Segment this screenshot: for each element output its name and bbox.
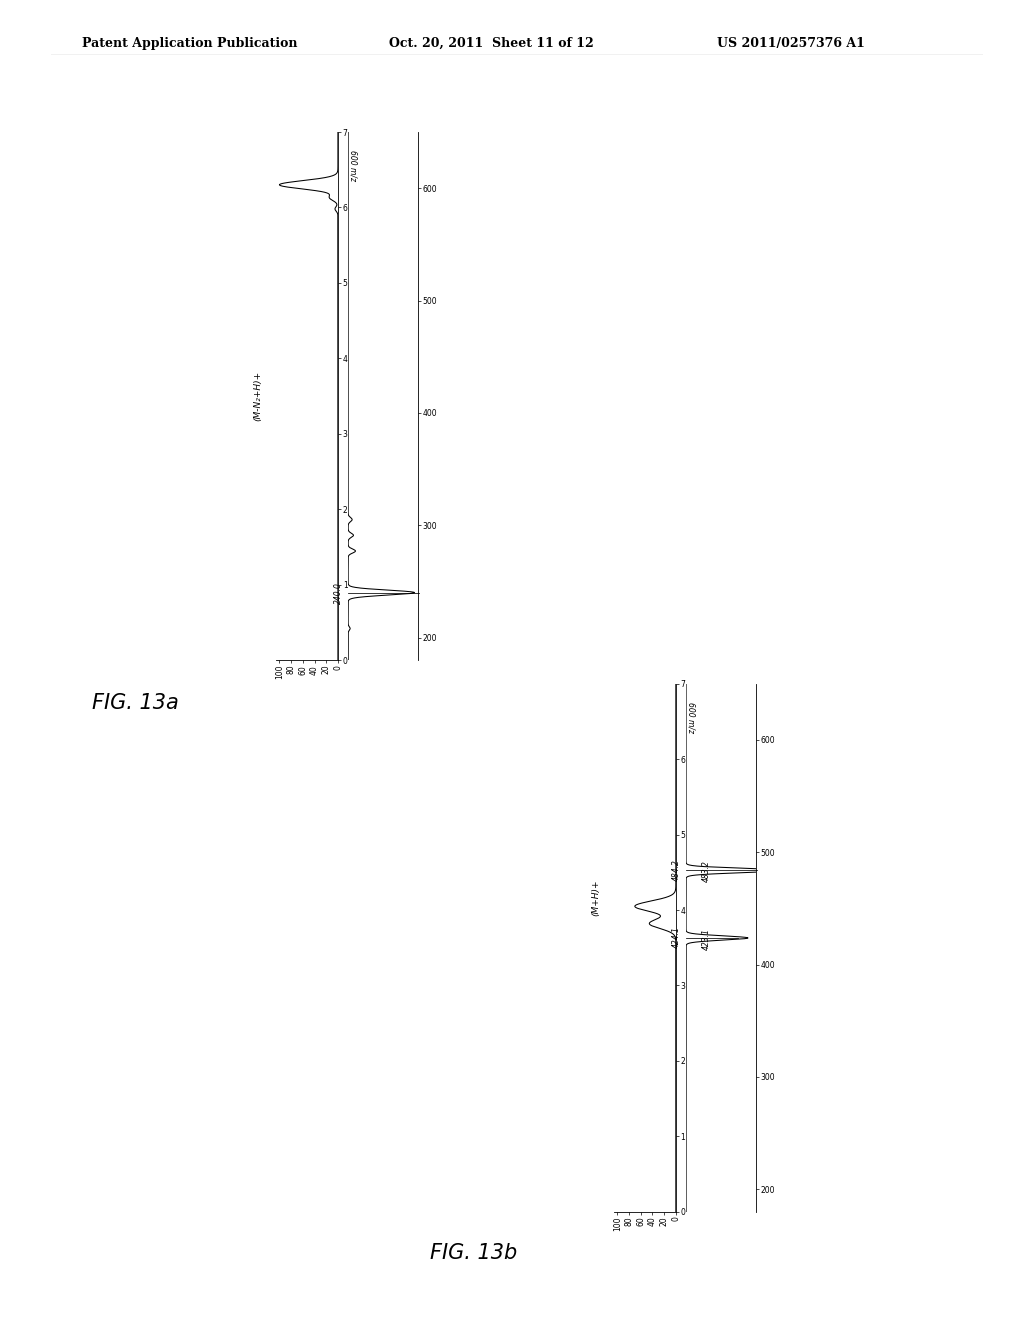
Text: 484.2: 484.2 [672, 859, 681, 880]
Text: 600 m/z: 600 m/z [348, 150, 357, 181]
Text: FIG. 13a: FIG. 13a [92, 693, 179, 713]
Text: 600 m/z: 600 m/z [686, 702, 695, 733]
Text: 240.0: 240.0 [334, 582, 343, 603]
Text: 423.1: 423.1 [701, 928, 711, 949]
Text: (M+H)+: (M+H)+ [592, 879, 600, 916]
Text: (M-N₂+H)+: (M-N₂+H)+ [254, 371, 262, 421]
Text: FIG. 13b: FIG. 13b [430, 1243, 517, 1263]
Text: US 2011/0257376 A1: US 2011/0257376 A1 [717, 37, 864, 50]
Text: 483.2: 483.2 [701, 861, 711, 882]
Text: 424.1: 424.1 [672, 927, 681, 949]
Text: Patent Application Publication: Patent Application Publication [82, 37, 297, 50]
Text: Oct. 20, 2011  Sheet 11 of 12: Oct. 20, 2011 Sheet 11 of 12 [389, 37, 594, 50]
